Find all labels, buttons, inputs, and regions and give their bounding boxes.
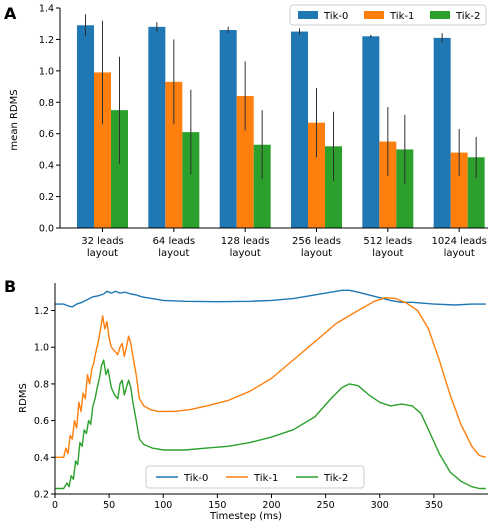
bar-tik-0-5 (362, 36, 380, 229)
x-tick-label-b: 350 (425, 500, 443, 511)
bar-tik-2-3 (253, 144, 271, 228)
legend-a: Tik-0 Tik-1 Tik-2 (289, 4, 487, 26)
bar-tik-0-1 (77, 25, 94, 228)
x-tick-label-a: layout (301, 248, 332, 259)
x-tick-label-a: 1024 leads (432, 236, 487, 247)
line-tik-1 (55, 297, 486, 458)
x-tick-label-a: 64 leads (153, 236, 196, 247)
bar-tik-2-6 (467, 157, 485, 228)
panel-label-b: B (4, 277, 16, 296)
x-tick-label-a: layout (372, 248, 403, 259)
legend-b: Tik-0 Tik-1 Tik-2 (145, 465, 365, 489)
y-axis-label-b: RDMS (18, 383, 29, 413)
x-tick-label-a: 256 leads (292, 236, 341, 247)
legend-box-b (145, 465, 365, 489)
legend-swatch-tik-1 (364, 11, 384, 19)
legend-label-b-tik-1: Tik-1 (253, 473, 278, 484)
y-tick-label-a: 0.4 (39, 161, 54, 172)
bar-tik-2-2 (182, 132, 200, 228)
bar-tik-2-5 (396, 149, 414, 228)
legend-label-tik-1: Tik-1 (389, 11, 414, 22)
panel-a: A mean RDMS 0.0 0.2 0.4 0.6 0.8 1.0 1.2 1.4 32 l… (4, 4, 488, 259)
bar-tik-1-2 (165, 81, 183, 228)
error-bars-a (85, 14, 477, 184)
bar-tik-0-4 (291, 31, 308, 229)
bar-tik-1-3 (236, 96, 254, 228)
bar-tik-0-6 (433, 37, 451, 228)
line-tik-0 (55, 289, 486, 308)
bar-tik-2-4 (325, 146, 342, 228)
axes-b: 0.2 0.4 0.6 0.8 1.0 1.2 0 50 100 150 200 250 300 350 (34, 283, 488, 511)
y-tick-label-a: 1.0 (39, 66, 54, 77)
x-axis-label-b: Timestep (ms) (209, 511, 282, 522)
x-tick-label-a: 128 leads (221, 236, 270, 247)
y-tick-label-b: 1.0 (34, 343, 49, 354)
legend-label-tik-2: Tik-2 (455, 11, 480, 22)
bar-tik-1-5 (379, 141, 397, 228)
y-tick-label-b: 0.8 (34, 379, 49, 390)
line-tik-2 (55, 359, 486, 490)
x-tick-label-b: 50 (103, 500, 115, 511)
x-tick-label-a: layout (230, 248, 261, 259)
y-tick-label-a: 0.8 (39, 98, 54, 109)
y-tick-label-b: 0.2 (34, 490, 49, 501)
x-tick-label-b: 300 (371, 500, 389, 511)
bars-a (77, 25, 485, 229)
x-tick-label-b: 250 (317, 500, 335, 511)
bar-tik-1-1 (94, 72, 111, 228)
y-tick-label-a: 0.2 (39, 192, 54, 203)
y-tick-label-b: 0.6 (34, 416, 49, 427)
x-tick-label-b: 150 (208, 500, 226, 511)
y-tick-label-a: 1.4 (39, 4, 54, 15)
x-tick-label-b: 0 (52, 500, 58, 511)
bar-tik-1-4 (308, 122, 325, 228)
y-tick-label-a: 1.2 (39, 35, 54, 46)
y-axis-label-a: mean RDMS (9, 89, 20, 150)
legend-label-b-tik-2: Tik-2 (323, 473, 348, 484)
bar-tik-0-2 (148, 26, 166, 228)
x-tick-label-b: 100 (154, 500, 172, 511)
axes-a: 0.00.20.40.60.81.01.21.432 leadslayout64… (39, 4, 488, 259)
lines-b (55, 289, 486, 490)
x-tick-label-b: 200 (262, 500, 280, 511)
y-tick-label-a: 0.0 (39, 224, 54, 235)
legend-swatch-tik-0 (298, 11, 318, 19)
y-tick-label-b: 0.4 (34, 453, 49, 464)
x-tick-label-a: layout (87, 248, 118, 259)
x-tick-label-a: 512 leads (363, 236, 412, 247)
legend-label-tik-0: Tik-0 (323, 11, 348, 22)
bar-tik-1-6 (450, 152, 468, 228)
panel-label-a: A (4, 4, 17, 23)
bar-tik-2-1 (111, 110, 128, 228)
y-tick-label-b: 1.2 (34, 306, 49, 317)
x-tick-label-a: layout (158, 248, 189, 259)
x-tick-label-a: 32 leads (81, 236, 124, 247)
legend-box-a (289, 4, 487, 26)
panel-b: B RDMS Timestep (ms) 0.20.40.60.81.01.20… (4, 277, 488, 522)
x-tick-label-a: layout (444, 248, 475, 259)
legend-swatch-tik-2 (430, 11, 450, 19)
bar-tik-0-3 (219, 30, 237, 228)
legend-label-b-tik-0: Tik-0 (183, 473, 208, 484)
y-tick-label-a: 0.6 (39, 129, 54, 140)
